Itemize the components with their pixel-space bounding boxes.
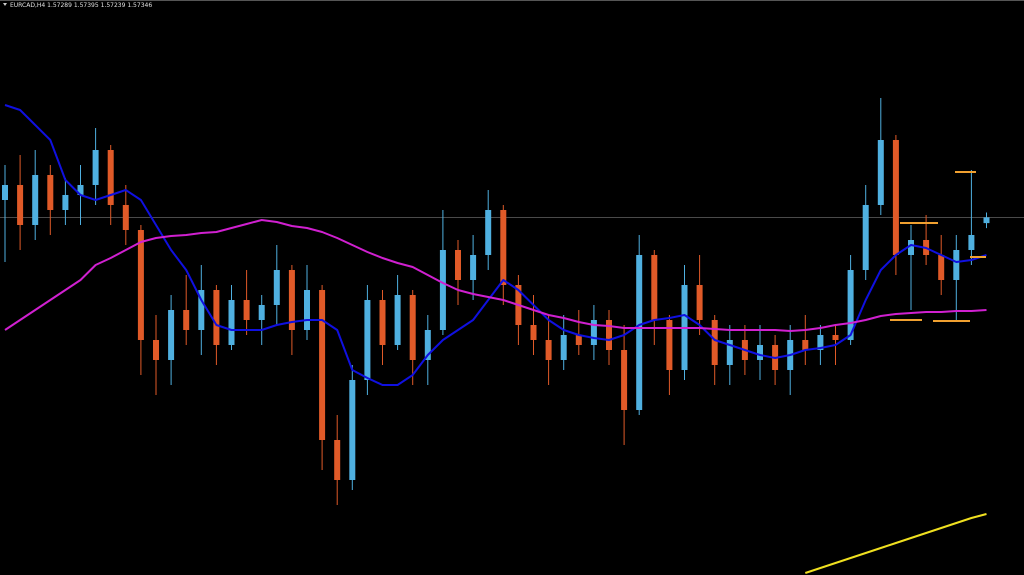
symbol-icon xyxy=(3,3,7,6)
candle-body xyxy=(2,185,8,200)
candle-body xyxy=(62,195,69,210)
candle-body xyxy=(379,300,386,345)
candle-body xyxy=(409,295,416,360)
indicator-line xyxy=(4,104,987,386)
candle-body xyxy=(304,290,310,330)
candle-body xyxy=(288,270,295,330)
candle-body xyxy=(168,310,175,360)
candle-body xyxy=(590,320,597,345)
candle-body xyxy=(470,255,477,280)
candle-body xyxy=(560,335,567,360)
symbol: EURCAD,H4 xyxy=(10,2,45,9)
candle-body xyxy=(621,350,628,410)
candle-body xyxy=(968,235,975,250)
candle-body xyxy=(17,185,24,225)
candle-body xyxy=(258,305,265,320)
last-high: 1.57395 xyxy=(74,2,99,9)
candle-body xyxy=(364,300,371,380)
candle-body xyxy=(153,340,159,360)
candle-body xyxy=(213,290,220,345)
candle-body xyxy=(439,250,446,330)
candle-body xyxy=(651,255,658,320)
candle-body xyxy=(817,335,824,350)
candle-body xyxy=(938,255,945,280)
indicator-line xyxy=(4,219,987,332)
candle-body xyxy=(394,295,401,345)
candle-body xyxy=(606,320,612,350)
candle-body xyxy=(137,230,144,340)
indicator-line xyxy=(804,513,987,574)
last-low: 1.57239 xyxy=(101,2,126,9)
candle-body xyxy=(757,345,763,360)
candle-body xyxy=(908,240,914,255)
candle-body xyxy=(500,210,507,285)
candle-body xyxy=(273,270,280,305)
candle-body xyxy=(711,320,718,365)
chart-header: EURCAD,H4 1.57289 1.57395 1.57239 1.5734… xyxy=(10,2,152,9)
candle-body xyxy=(575,335,582,345)
candle-body xyxy=(666,320,673,370)
candle-body xyxy=(545,340,552,360)
candle-body xyxy=(243,300,250,320)
candle-body xyxy=(953,250,960,280)
candle-body xyxy=(228,300,235,345)
candle-body xyxy=(530,325,537,340)
candle-body xyxy=(107,150,114,205)
candle-body xyxy=(47,175,54,210)
candle-body xyxy=(877,140,884,205)
candle-body xyxy=(32,175,39,225)
candle-body xyxy=(892,140,899,255)
candle-body xyxy=(832,335,839,340)
candle-body xyxy=(183,310,190,330)
candle-body xyxy=(485,210,492,255)
candle-body xyxy=(862,205,869,270)
last-close: 1.57346 xyxy=(127,2,152,9)
candle-body xyxy=(334,440,341,480)
candle-body xyxy=(726,340,733,365)
candle-body xyxy=(696,285,703,320)
candle-body xyxy=(198,290,205,330)
candle-body xyxy=(847,270,854,340)
candle-body xyxy=(802,340,809,350)
candle-body xyxy=(77,185,84,195)
candle-body xyxy=(122,205,129,230)
last-open: 1.57289 xyxy=(47,2,72,9)
candle-body xyxy=(455,250,461,280)
candle-body xyxy=(424,330,431,360)
candle-body xyxy=(349,380,356,480)
candle-body xyxy=(983,217,990,224)
candle-body xyxy=(636,255,643,410)
candle-body xyxy=(92,150,99,185)
candle-body xyxy=(319,290,326,440)
